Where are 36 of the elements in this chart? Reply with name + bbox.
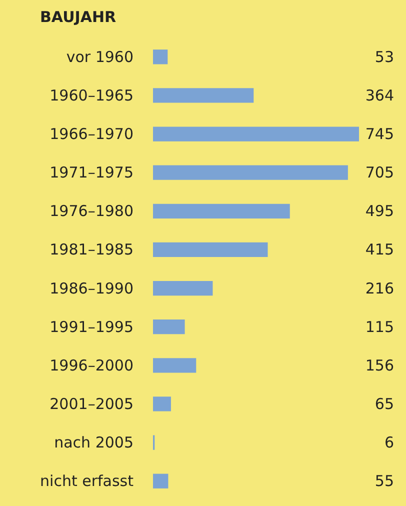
y-tick-label: 1991–1995 [50, 318, 134, 336]
y-tick-label: nicht erfasst [40, 472, 134, 490]
bar [153, 280, 213, 296]
y-tick-label: 1996–2000 [50, 356, 134, 374]
y-tick-label: nach 2005 [54, 434, 134, 452]
y-tick-label: 1960–1965 [50, 86, 134, 104]
data-label: 53 [374, 48, 394, 66]
data-label: 156 [365, 356, 394, 374]
bar [153, 204, 290, 218]
bar [153, 165, 348, 180]
bar [153, 242, 268, 258]
bar [153, 126, 359, 142]
data-label: 364 [365, 86, 394, 104]
data-label: 115 [365, 318, 394, 336]
data-label: 65 [374, 394, 394, 413]
chart-title: BAUJAHR [40, 8, 116, 26]
y-tick-label: 1986–1990 [50, 279, 134, 298]
data-label: 55 [374, 472, 394, 490]
data-label: 216 [365, 279, 394, 298]
y-tick-label: 2001–2005 [50, 394, 134, 413]
data-label: 705 [365, 164, 394, 182]
bar [153, 88, 254, 103]
y-tick-label: 1966–1970 [50, 125, 134, 144]
bar [153, 396, 171, 412]
bar [153, 474, 168, 488]
y-tick-label: vor 1960 [66, 48, 134, 66]
y-tick-label: 1981–1985 [50, 240, 134, 259]
bar [153, 320, 185, 334]
data-label: 415 [365, 240, 394, 259]
bar [153, 50, 168, 64]
bar [153, 358, 196, 373]
data-label: 6 [384, 434, 394, 452]
data-label: 745 [365, 125, 394, 144]
y-tick-label: 1971–1975 [50, 164, 134, 182]
y-tick-label: 1976–1980 [50, 202, 134, 220]
data-label: 495 [365, 202, 394, 220]
